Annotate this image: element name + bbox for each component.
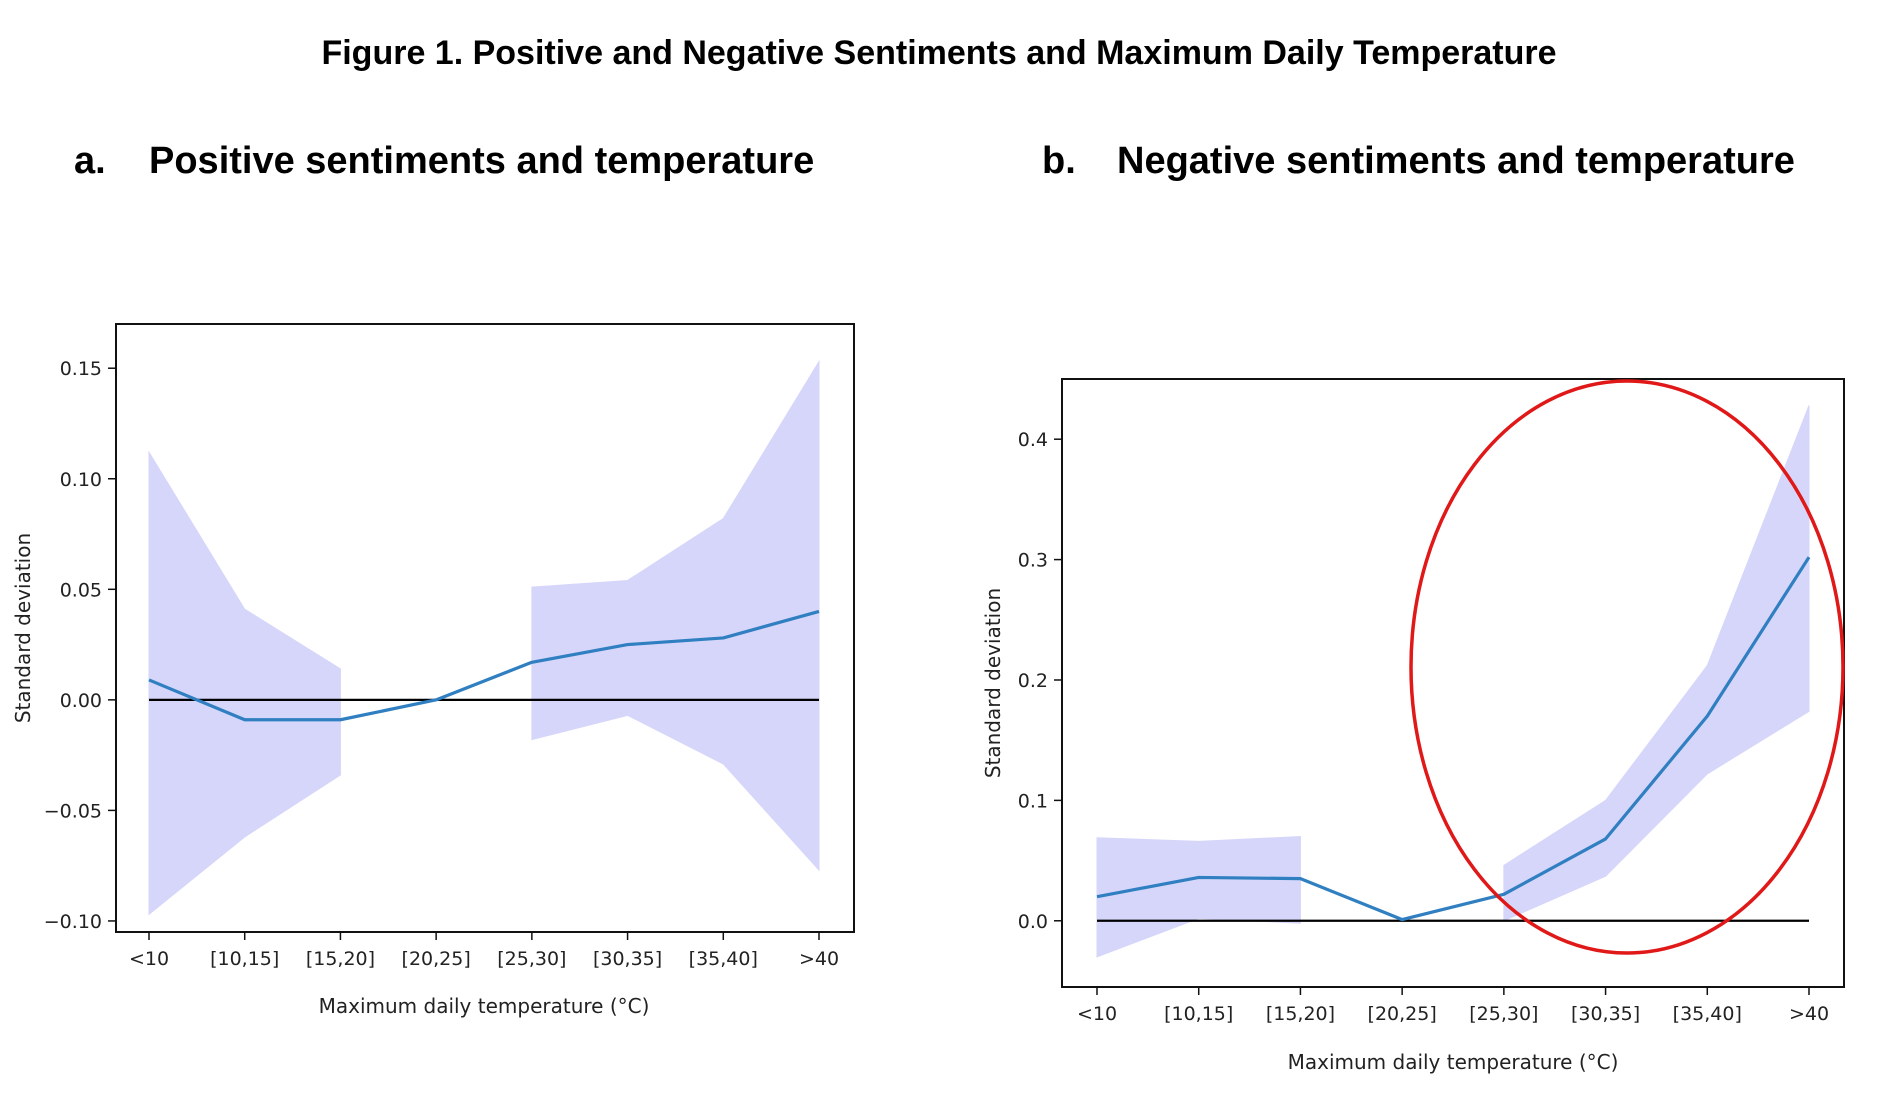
confidence-band-0	[148, 450, 341, 916]
x-tick-label: [30,35]	[1571, 1003, 1640, 1025]
confidence-band-0	[1096, 835, 1301, 958]
x-tick-label: [10,15]	[210, 948, 279, 970]
y-tick-label: 0.4	[1018, 429, 1048, 451]
x-tick-label: <10	[1077, 1003, 1117, 1025]
chart-negative: 0.0 0.1 0.2 0.3 0.4 <10 [10,15] [15,20] [20,25] […	[981, 378, 1845, 1074]
x-tick-label: [25,30]	[497, 948, 566, 970]
y-tick-label: 0.3	[1018, 550, 1048, 572]
panel-a-title: Positive sentiments and temperature	[149, 140, 814, 182]
x-tick-label: [35,40]	[689, 948, 758, 970]
y-axis-label: Standard deviation	[11, 533, 35, 723]
y-axis-label: Standard deviation	[981, 588, 1005, 778]
y-tick-label: 0.2	[1018, 670, 1048, 692]
y-tick-label: 0.15	[60, 358, 102, 380]
x-tick-label: >40	[1789, 1003, 1829, 1025]
x-axis-label: Maximum daily temperature (°C)	[1288, 1050, 1619, 1074]
x-axis-label: Maximum daily temperature (°C)	[319, 994, 650, 1018]
x-tick-label: [15,20]	[306, 948, 375, 970]
y-tick-label: −0.05	[44, 800, 102, 822]
confidence-band-1	[531, 359, 820, 872]
y-tick-label: 0.0	[1018, 911, 1048, 933]
y-tick-label: −0.10	[44, 911, 102, 933]
x-tick-label: [20,25]	[402, 948, 471, 970]
confidence-band-1	[1503, 405, 1810, 922]
x-tick-label: [10,15]	[1164, 1003, 1233, 1025]
chart-positive: −0.10 −0.05 0.00 0.05 0.10 0.15 <10 [10,15] [15,…	[11, 323, 855, 1018]
x-tick-label: [30,35]	[593, 948, 662, 970]
y-tick-label: 0.05	[60, 579, 102, 601]
panel-a-letter: a.	[74, 140, 106, 182]
plot-frame	[115, 323, 855, 933]
x-tick-label: [20,25]	[1368, 1003, 1437, 1025]
y-tick-label: 0.10	[60, 469, 102, 491]
series-line	[148, 609, 820, 722]
panel-b-title: Negative sentiments and temperature	[1117, 140, 1795, 182]
y-tick-label: 0.00	[60, 690, 102, 712]
y-tick-label: 0.1	[1018, 790, 1048, 812]
figure-title: Figure 1. Positive and Negative Sentimen…	[321, 34, 1556, 72]
x-tick-label: [25,30]	[1469, 1003, 1538, 1025]
highlight-ellipse	[1409, 379, 1845, 955]
series-line	[1096, 556, 1811, 922]
x-tick-label: [15,20]	[1266, 1003, 1335, 1025]
x-tick-label: [35,40]	[1673, 1003, 1742, 1025]
x-tick-label: >40	[799, 948, 839, 970]
panel-b-letter: b.	[1042, 140, 1076, 182]
x-tick-label: <10	[129, 948, 169, 970]
